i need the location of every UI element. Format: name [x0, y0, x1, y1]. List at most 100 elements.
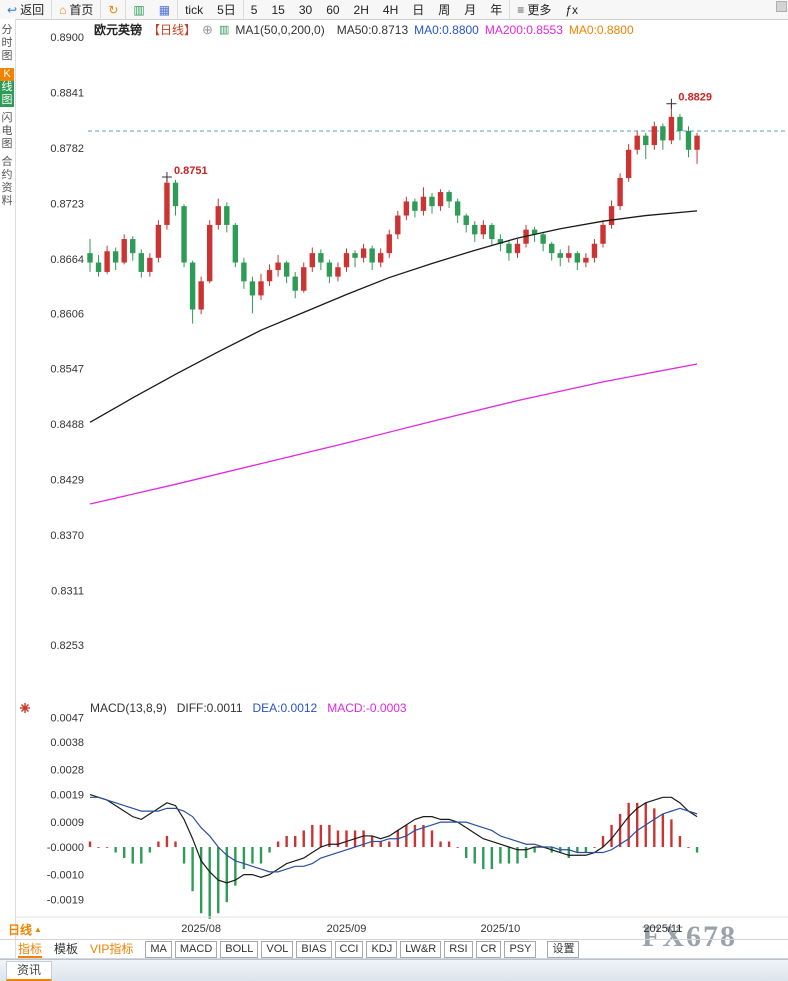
- period-4h-button[interactable]: 4H: [376, 0, 405, 19]
- indicator-button-BOLL[interactable]: BOLL: [220, 940, 259, 958]
- period-tag: 【日线】: [148, 23, 197, 37]
- tab-indicators[interactable]: 指标: [18, 942, 43, 958]
- svg-text:0.0019: 0.0019: [50, 790, 84, 802]
- top-toolbar: ↩ 返回 ⌂ 首页 ↻ ▥ ▦ tick 5日 5 15 30 60 2H 4H 日周月年 ≡ 更多 ƒx: [0, 0, 788, 20]
- period-year-button[interactable]: 年: [483, 0, 511, 19]
- price-axis: 0.8900 0.8841 0.8782 0.8723 0.8664 0.8606 0.85…: [50, 32, 84, 652]
- back-button-label: 返回: [20, 3, 45, 17]
- period-4h-button-label: 4H: [382, 2, 399, 17]
- watermark: FX678: [642, 920, 737, 953]
- period-tick-button-label: tick: [185, 2, 204, 17]
- sidebar-item-contract-info[interactable]: 合约资料: [1, 156, 13, 207]
- indicator-button-PSY[interactable]: PSY: [504, 940, 537, 958]
- svg-text:0.8751: 0.8751: [174, 165, 208, 177]
- indicator-button-RSI[interactable]: RSI: [444, 940, 473, 958]
- sidebar-item-time-share-chart[interactable]: 分时图: [1, 24, 13, 62]
- indicator-button-MA[interactable]: MA: [145, 940, 172, 958]
- tab-vip-indicators[interactable]: VIP指标: [90, 942, 134, 956]
- tab-news[interactable]: 资讯: [6, 961, 53, 981]
- period-year-button-label: 年: [490, 3, 503, 17]
- period-tick-button[interactable]: tick: [178, 0, 210, 19]
- macd-axis: 0.0047 0.0038 0.0028 0.0019 0.0009 -0.0000 -0.…: [47, 712, 84, 906]
- period-5m-button[interactable]: 5: [244, 0, 265, 19]
- svg-text:0.0028: 0.0028: [50, 765, 84, 777]
- indicator-button-VOL[interactable]: VOL: [261, 940, 294, 958]
- ma200-line: [89, 363, 698, 505]
- svg-text:0.8900: 0.8900: [50, 32, 84, 44]
- svg-text:-0.0000: -0.0000: [47, 842, 84, 854]
- period-5d-button[interactable]: 5日: [210, 0, 244, 19]
- ma-value: MA50:0.8713: [336, 22, 409, 37]
- fx-functions-button[interactable]: ƒx: [558, 0, 585, 19]
- price-annotations: 0.8751 0.8829: [161, 92, 712, 183]
- svg-text:0.8429: 0.8429: [50, 475, 84, 487]
- caret-up-icon: ▲: [34, 925, 42, 934]
- period-day-button[interactable]: 日: [405, 0, 431, 19]
- period-day-button-label: 日: [412, 3, 425, 17]
- indicator-bar: 指标 模板 VIP指标 MA MACD BOLL VOL BIAS CCI KDJ LW&R RSI C…: [0, 939, 788, 959]
- add-favorite-icon[interactable]: ⊕: [202, 21, 213, 37]
- svg-text:2025/10: 2025/10: [481, 923, 521, 935]
- period-15m-button[interactable]: 15: [264, 0, 291, 19]
- bar-chart-button[interactable]: ▦: [152, 0, 179, 19]
- svg-text:0.8370: 0.8370: [50, 530, 84, 542]
- indicator-settings-icon[interactable]: [19, 701, 31, 713]
- sidebar-item-lightning-chart[interactable]: 闪电图: [1, 112, 13, 150]
- more-button[interactable]: ≡ 更多: [510, 0, 558, 19]
- period-month-button[interactable]: 月: [457, 0, 483, 19]
- svg-text:0.8253: 0.8253: [50, 640, 84, 652]
- indicator-button-设置[interactable]: 设置: [547, 940, 580, 958]
- svg-text:-0.0019: -0.0019: [47, 894, 84, 906]
- svg-text:2025/11: 2025/11: [643, 923, 682, 935]
- macd-diff-value: DIFF:0.0011: [176, 701, 243, 715]
- menu-icon: ≡: [517, 2, 525, 17]
- svg-text:0.8311: 0.8311: [51, 585, 84, 597]
- ma-value: MA200:0.8553: [484, 22, 563, 37]
- indicator-button-MACD[interactable]: MACD: [174, 940, 218, 958]
- indicator-button-KDJ[interactable]: KDJ: [366, 940, 398, 958]
- svg-text:-0.0010: -0.0010: [47, 870, 84, 882]
- svg-text:0.8841: 0.8841: [50, 87, 84, 99]
- candlestick-chart-icon: ▥: [133, 2, 145, 17]
- period-30m-button[interactable]: 30: [292, 0, 319, 19]
- home-button-label: 首页: [69, 3, 94, 17]
- indicator-button-CCI[interactable]: CCI: [334, 940, 364, 958]
- svg-text:0.8488: 0.8488: [50, 419, 84, 431]
- svg-text:0.8547: 0.8547: [50, 364, 84, 376]
- svg-text:0.8829: 0.8829: [678, 92, 712, 104]
- candlestick-chart-button[interactable]: ▥: [126, 0, 151, 19]
- svg-text:2025/08: 2025/08: [181, 923, 221, 935]
- ma-settings-label: MA1(50,0,200,0): [235, 22, 325, 37]
- bar-chart-icon: ▦: [158, 2, 171, 17]
- symbol-name: 欧元英镑: [94, 23, 143, 37]
- svg-text:0.8723: 0.8723: [50, 198, 84, 210]
- period-2h-button[interactable]: 2H: [347, 0, 376, 19]
- tab-templates[interactable]: 模板: [54, 942, 79, 956]
- ma-value: MA0:0.8800: [568, 22, 634, 37]
- dea-line: [90, 796, 698, 873]
- svg-text:0.0009: 0.0009: [50, 817, 84, 829]
- ma-values: MA50:0.8713 MA0:0.8800 MA200:0.8553 MA0:0.8…: [331, 23, 634, 37]
- chart-header: 欧元英镑 【日线】 ⊕ ▥ MA1(50,0,200,0) MA50:0.871…: [94, 21, 634, 38]
- svg-text:0.8782: 0.8782: [50, 143, 84, 155]
- indicator-button-CR[interactable]: CR: [475, 940, 502, 958]
- macd-header: MACD(13,8,9) DIFF:0.0011 DEA:0.0012 MACD…: [90, 701, 407, 715]
- refresh-button[interactable]: ↻: [101, 0, 127, 19]
- period-15m-button-label: 15: [271, 2, 285, 17]
- refresh-icon: ↻: [108, 2, 119, 17]
- period-5m-button-label: 5: [250, 2, 258, 17]
- period-week-button[interactable]: 周: [431, 0, 457, 19]
- period-60m-button-label: 60: [326, 2, 340, 17]
- home-button[interactable]: ⌂ 首页: [52, 0, 102, 19]
- period-60m-button[interactable]: 60: [319, 0, 346, 19]
- svg-text:0.8664: 0.8664: [50, 254, 84, 266]
- back-button[interactable]: ↩ 返回: [0, 0, 53, 19]
- scroll-corner-button[interactable]: [776, 1, 787, 12]
- period-selector[interactable]: 日线 ▲: [8, 921, 42, 938]
- indicator-button-LW&R[interactable]: LW&R: [400, 940, 442, 958]
- period-week-button-label: 周: [438, 3, 451, 17]
- indicator-button-BIAS[interactable]: BIAS: [296, 940, 332, 958]
